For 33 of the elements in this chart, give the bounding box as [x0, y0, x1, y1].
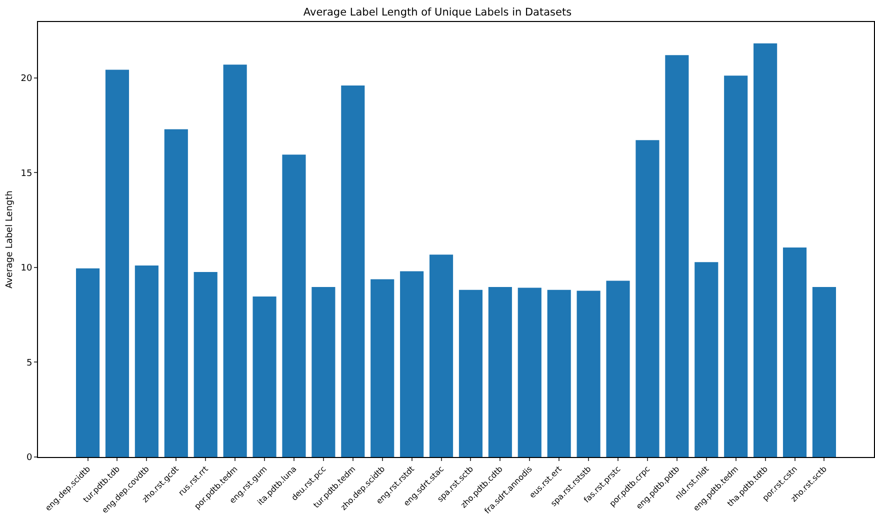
bar — [694, 262, 718, 457]
y-tick-label: 20 — [20, 74, 32, 84]
bar — [606, 280, 630, 457]
bar — [636, 140, 660, 457]
bar — [223, 64, 247, 457]
bar — [518, 288, 542, 457]
bar — [76, 268, 100, 457]
y-tick-label: 10 — [20, 264, 32, 274]
bar — [665, 55, 689, 457]
bar — [429, 254, 454, 457]
y-tick-label: 5 — [26, 358, 32, 368]
chart-title: Average Label Length of Unique Labels in Datasets — [303, 6, 572, 18]
bar — [576, 290, 600, 457]
bar — [400, 271, 424, 457]
bar — [134, 266, 158, 457]
y-tick-label: 15 — [20, 168, 32, 179]
bar — [488, 286, 512, 457]
bar — [724, 76, 748, 457]
bar — [312, 286, 336, 457]
bar — [782, 248, 807, 457]
bar — [458, 290, 483, 457]
bar — [812, 286, 836, 457]
bar — [252, 296, 276, 457]
y-tick-label: 0 — [26, 453, 32, 464]
bar — [164, 129, 188, 457]
bar — [282, 154, 306, 457]
bar — [370, 279, 394, 457]
y-axis-title: Average Label Length — [5, 190, 16, 289]
bar — [341, 86, 365, 457]
bar — [547, 290, 571, 457]
bar — [194, 272, 218, 457]
bar — [105, 70, 130, 457]
bar — [754, 43, 778, 457]
